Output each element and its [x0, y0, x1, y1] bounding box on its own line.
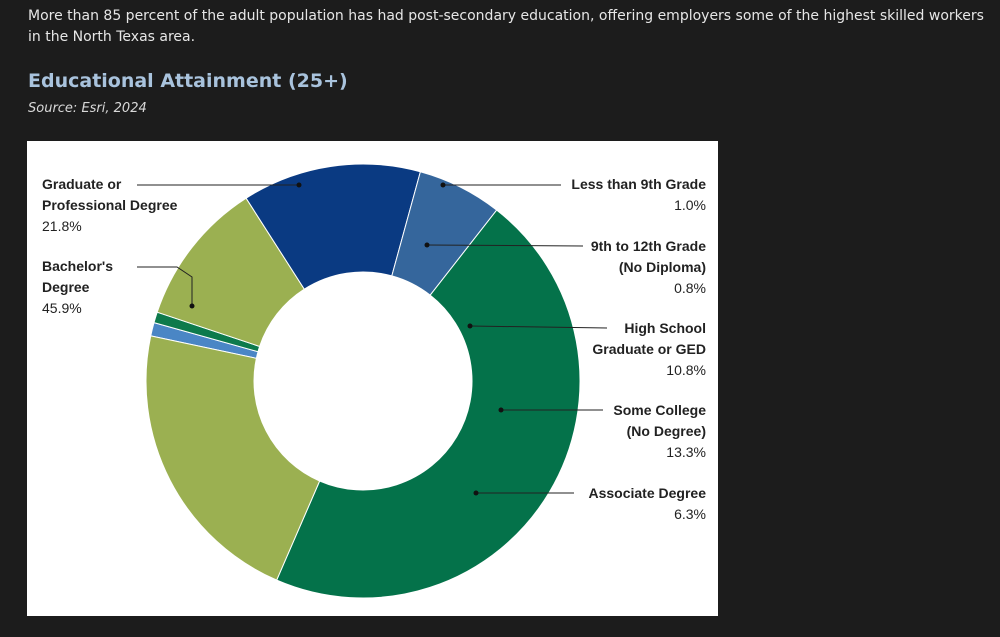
slice-label-line: (No Degree) — [627, 423, 706, 439]
slice-label-line: Associate Degree — [588, 485, 706, 501]
leader-line — [426, 244, 584, 247]
slice-value-label: 0.8% — [674, 280, 706, 296]
donut-slice-5 — [276, 209, 581, 599]
slice-label-line: High School — [624, 320, 706, 336]
slice-label-line: Professional Degree — [42, 197, 178, 213]
slice-label-4: Associate Degree 6.3% — [473, 485, 706, 522]
slice-label-6: Graduate or Professional Degree 21.8% — [42, 176, 302, 234]
chart-container: Less than 9th Grade 1.0% 9th to 12th Grade… — [27, 141, 718, 616]
slice-label-line: Graduate or GED — [592, 341, 706, 357]
slice-label-line: Bachelor's — [42, 258, 113, 274]
intro-paragraph: More than 85 percent of the adult popula… — [28, 8, 984, 45]
chart-source: Source: Esri, 2024 — [28, 101, 147, 116]
slice-value-label: 13.3% — [666, 444, 706, 460]
slice-label-line: Some College — [613, 402, 706, 418]
leader-line — [469, 325, 608, 329]
slice-label-3: Some College (No Degree) 13.3% — [498, 402, 706, 460]
leader-dot — [296, 182, 302, 188]
slice-label-1: 9th to 12th Grade (No Diploma) 0.8% — [424, 238, 706, 296]
slice-label-line: Less than 9th Grade — [571, 176, 706, 192]
leader-dot — [467, 323, 473, 329]
donut-chart: Less than 9th Grade 1.0% 9th to 12th Grade… — [42, 163, 706, 599]
slice-label-5: Bachelor's Degree 45.9% — [42, 258, 195, 316]
chart-title: Educational Attainment (25+) — [28, 70, 348, 92]
slice-value-label: 10.8% — [666, 362, 706, 378]
slice-value-label: 1.0% — [674, 197, 706, 213]
donut-slice-6 — [145, 335, 321, 581]
leader-dot — [473, 490, 479, 496]
slice-value-label: 45.9% — [42, 300, 82, 316]
slice-label-line: 9th to 12th Grade — [591, 238, 706, 254]
leader-line — [137, 266, 193, 306]
slice-label-2: High School Graduate or GED 10.8% — [467, 320, 706, 378]
slice-label-line: (No Diploma) — [619, 259, 706, 275]
leader-dot — [189, 303, 195, 309]
slice-label-0: Less than 9th Grade 1.0% — [440, 176, 706, 213]
leader-dot — [424, 242, 430, 248]
slice-value-label: 6.3% — [674, 506, 706, 522]
leader-dot — [440, 182, 446, 188]
slice-label-line: Degree — [42, 279, 90, 295]
leader-dot — [498, 407, 504, 413]
slice-label-line: Graduate or — [42, 176, 122, 192]
slice-value-label: 21.8% — [42, 218, 82, 234]
